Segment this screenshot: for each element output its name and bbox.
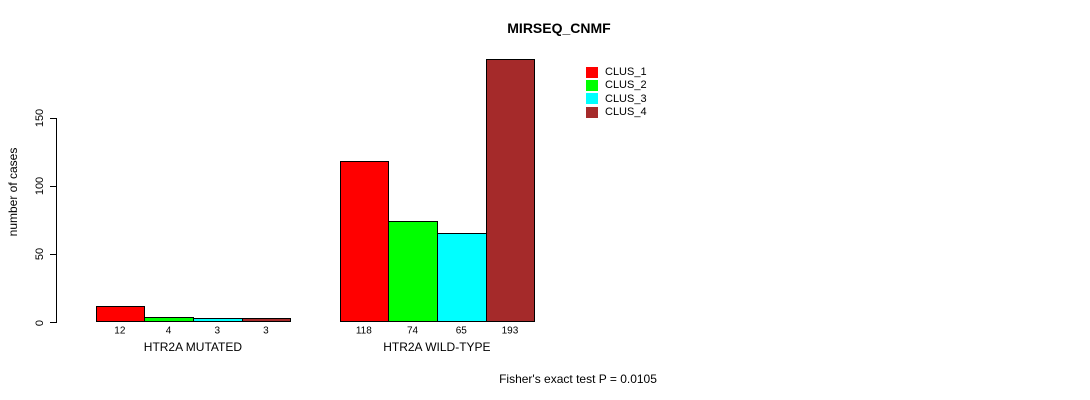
x-category-label: HTR2A WILD-TYPE	[383, 340, 491, 354]
legend-label: CLUS_4	[605, 106, 647, 119]
y-tick-mark	[50, 185, 57, 187]
chart-title: MIRSEQ_CNMF	[507, 20, 611, 36]
bar-clus_1-wildtype	[339, 161, 390, 322]
x-category-label: HTR2A MUTATED	[143, 340, 243, 354]
legend-swatch	[586, 79, 598, 91]
y-tick-mark	[50, 117, 57, 119]
bar-value-label: 118	[355, 325, 372, 337]
y-tick-label: 100	[34, 176, 46, 196]
legend-item-clus_2: CLUS_2	[586, 79, 647, 91]
legend-label: CLUS_2	[605, 79, 647, 92]
fisher-test-annotation: Fisher's exact test P = 0.0105	[499, 372, 657, 386]
bar-clus_1-mutated	[95, 305, 146, 322]
y-tick-label: 150	[34, 108, 46, 128]
y-tick-label: 0	[34, 319, 46, 326]
legend-label: CLUS_3	[605, 92, 647, 105]
y-axis-line	[56, 117, 57, 323]
legend-item-clus_3: CLUS_3	[586, 93, 647, 105]
y-tick-mark	[50, 253, 57, 255]
legend-swatch	[586, 93, 598, 105]
bar-clus_2-wildtype	[388, 221, 438, 322]
bar-value-label: 193	[501, 325, 519, 337]
bar-value-label: 74	[406, 325, 419, 337]
y-axis-label: number of cases	[6, 147, 20, 237]
bar-clus_4-mutated	[241, 317, 292, 322]
y-tick-mark	[50, 322, 57, 323]
legend-label: CLUS_1	[605, 66, 647, 78]
y-tick-label: 50	[34, 248, 46, 261]
legend-item-clus_4: CLUS_4	[586, 106, 647, 118]
bar-clus_4-wildtype	[485, 58, 536, 322]
bar-value-label: 3	[263, 325, 269, 337]
legend-swatch	[586, 106, 598, 118]
legend-swatch	[586, 66, 598, 78]
bar-value-label: 4	[165, 325, 172, 337]
bar-clus_2-mutated	[144, 316, 194, 322]
legend-item-clus_1: CLUS_1	[586, 66, 647, 78]
bar-clus_3-mutated	[192, 317, 243, 322]
bar-value-label: 65	[455, 325, 467, 337]
bar-value-label: 12	[114, 325, 126, 337]
bar-value-label: 3	[214, 325, 221, 337]
bar-clus_3-wildtype	[436, 233, 487, 322]
